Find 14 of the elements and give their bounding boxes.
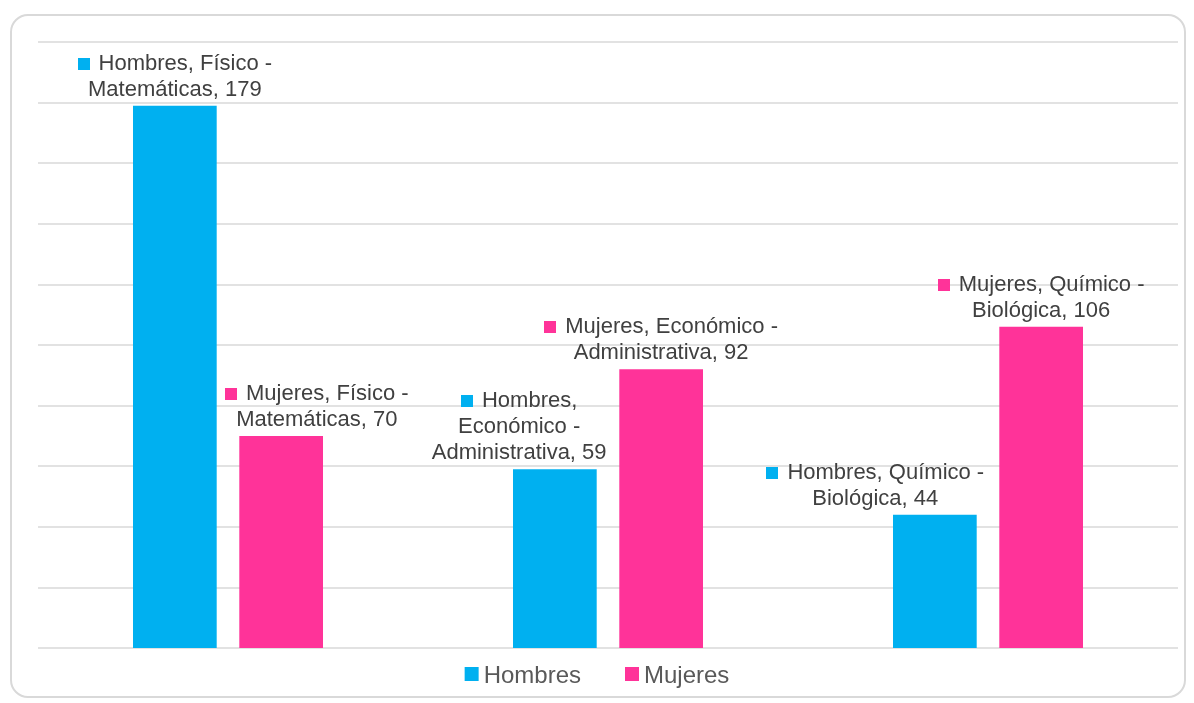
data-label: Hombres, Físico - Matemáticas, 179 [88, 49, 273, 101]
legend-label: Mujeres [644, 660, 730, 688]
bar [999, 326, 1083, 648]
data-label: Mujeres, Económico - Administrativa, 92 [565, 313, 779, 365]
bar [133, 105, 217, 648]
bar [513, 469, 597, 648]
bar [239, 435, 323, 648]
bar [619, 369, 703, 648]
data-label: Mujeres, Físico - Matemáticas, 70 [236, 379, 409, 431]
data-label: Hombres, Económico - Administrativa, 59 [431, 387, 607, 465]
bar [893, 514, 977, 648]
legend-label: Hombres [483, 660, 581, 688]
data-label: Hombres, Químico - Biológica, 44 [787, 458, 985, 510]
data-label: Mujeres, Químico - Biológica, 106 [958, 270, 1145, 322]
